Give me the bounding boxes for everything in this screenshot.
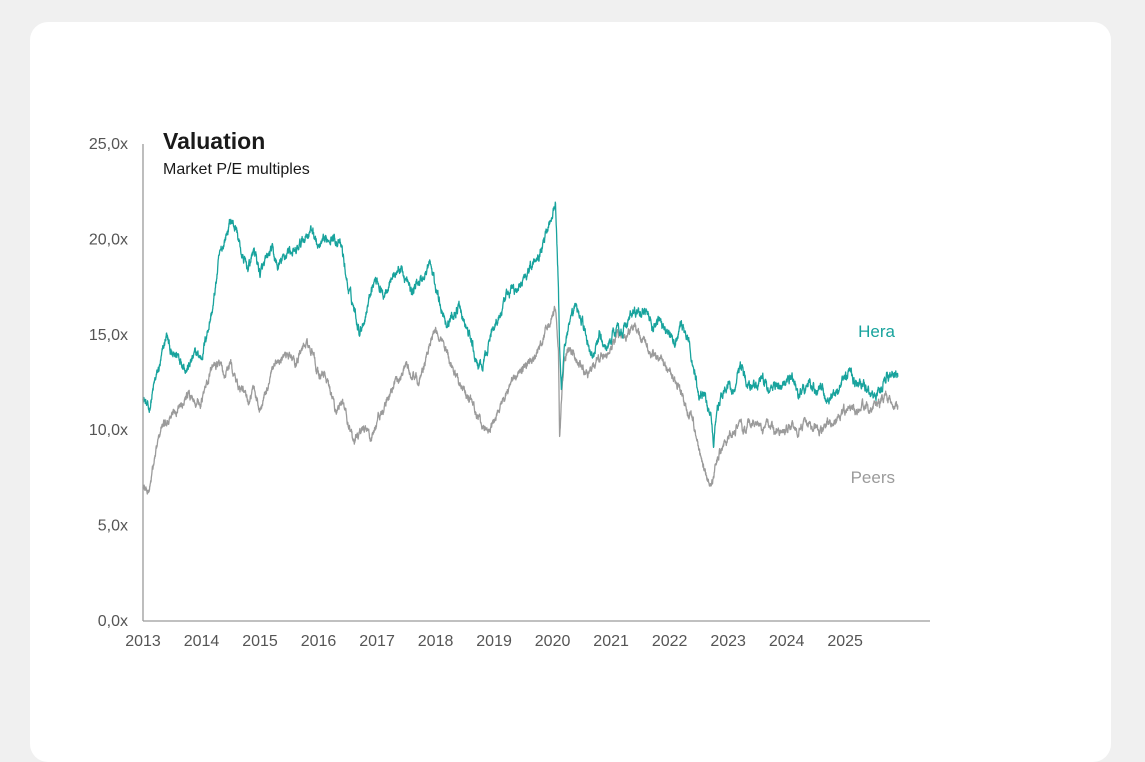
chart-card <box>30 22 1111 762</box>
x-tick-label: 2015 <box>242 633 278 650</box>
x-tick-label: 2025 <box>827 633 863 650</box>
y-tick-label: 20,0x <box>89 231 128 248</box>
series-layer <box>142 201 899 495</box>
x-tick-label: 2020 <box>535 633 571 650</box>
chart-title: Valuation <box>163 128 265 154</box>
x-tick-label: 2022 <box>652 633 688 650</box>
x-tick-label: 2013 <box>125 633 161 650</box>
chart-subtitle: Market P/E multiples <box>163 161 310 178</box>
y-tick-label: 15,0x <box>89 327 128 344</box>
series-label-peers: Peers <box>851 468 895 487</box>
series-label-hera: Hera <box>858 322 895 341</box>
series-line-peers <box>142 305 899 495</box>
x-tick-label: 2024 <box>769 633 805 650</box>
x-tick-layer: 2013 2014 2015 2016 2017 2018 2019 2020 2021 2022… <box>125 633 863 650</box>
x-tick-label: 2016 <box>301 633 337 650</box>
y-tick-label: 25,0x <box>89 136 128 153</box>
x-tick-label: 2021 <box>593 633 629 650</box>
y-tick-label: 10,0x <box>89 422 128 439</box>
x-tick-label: 2014 <box>184 633 220 650</box>
x-tick-label: 2023 <box>710 633 746 650</box>
y-tick-label: 5,0x <box>98 518 128 535</box>
y-tick-layer: 0,0x 5,0x 10,0x 15,0x 20,0x 25,0x <box>89 136 128 630</box>
x-tick-label: 2017 <box>359 633 395 650</box>
x-tick-label: 2019 <box>476 633 512 650</box>
y-tick-label: 0,0x <box>98 613 128 630</box>
x-tick-label: 2018 <box>418 633 454 650</box>
series-line-hera <box>142 201 899 449</box>
